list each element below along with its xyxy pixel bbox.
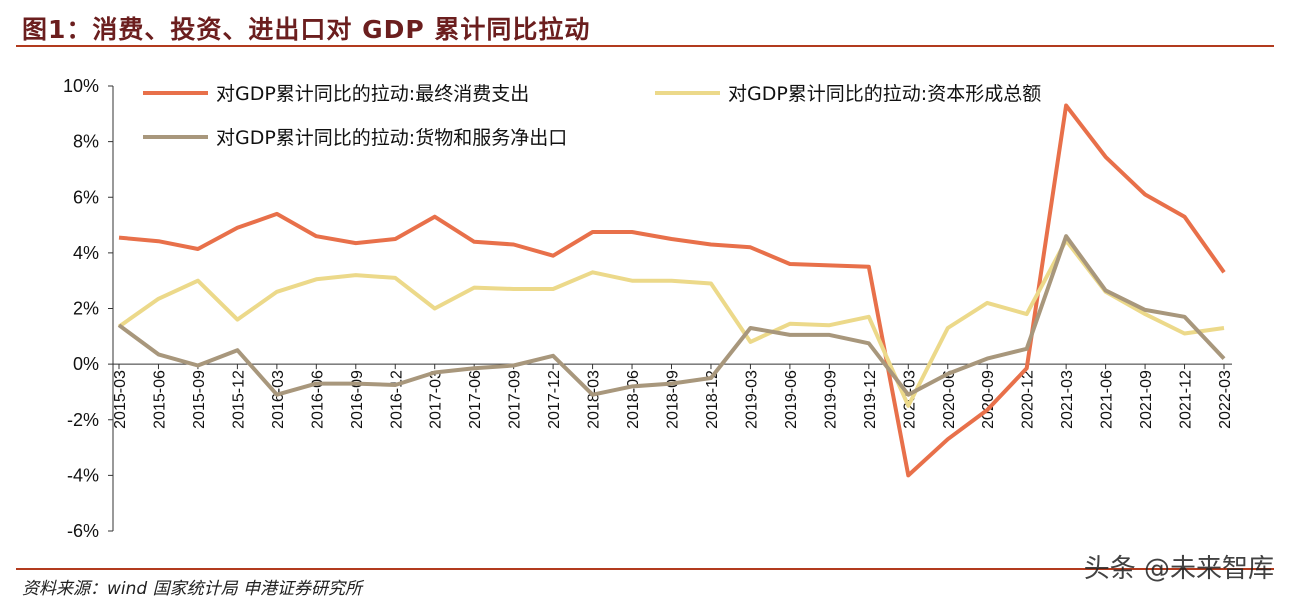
x-tick-label: 2020-12 — [1020, 370, 1037, 429]
x-tick-label: 2016-09 — [349, 370, 366, 429]
y-tick-label: 10% — [63, 76, 99, 96]
y-tick-label: -2% — [67, 410, 99, 430]
y-tick-label: -6% — [67, 521, 99, 541]
x-tick-label: 2019-03 — [743, 370, 760, 429]
x-tick-label: 2021-09 — [1138, 370, 1155, 429]
x-tick-label: 2018-06 — [625, 370, 642, 429]
x-tick-label: 2017-03 — [428, 370, 445, 429]
x-tick-label: 2016-03 — [270, 370, 287, 429]
x-tick-label: 2015-12 — [230, 370, 247, 429]
x-tick-label: 2019-06 — [783, 370, 800, 429]
x-tick-label: 2022-03 — [1217, 370, 1234, 429]
legend-label: 对GDP累计同比的拉动:资本形成总额 — [728, 83, 1041, 105]
x-tick-label: 2016-12 — [388, 370, 405, 429]
watermark: 头条 @未来智库 — [1083, 554, 1274, 584]
y-tick-label: 6% — [73, 187, 99, 207]
x-tick-label: 2018-09 — [665, 370, 682, 429]
x-tick-label: 2015-09 — [191, 370, 208, 429]
x-tick-label: 2021-03 — [1059, 370, 1076, 429]
x-tick-label: 2017-06 — [467, 370, 484, 429]
x-tick-label: 2019-09 — [822, 370, 839, 429]
legend-label: 对GDP累计同比的拉动:最终消费支出 — [216, 83, 529, 105]
y-tick-label: -4% — [67, 465, 99, 485]
x-tick-label: 2018-03 — [586, 370, 603, 429]
x-tick-label: 2017-09 — [507, 370, 524, 429]
y-tick-label: 8% — [73, 132, 99, 152]
x-tick-label: 2015-03 — [112, 370, 129, 429]
x-tick-label: 2021-06 — [1099, 370, 1116, 429]
y-tick-label: 2% — [73, 299, 99, 319]
x-tick-label: 2017-12 — [546, 370, 563, 429]
x-tick-label: 2016-06 — [309, 370, 326, 429]
x-tick-label: 2020-06 — [941, 370, 958, 429]
figure-title: 图1：消费、投资、进出口对 GDP 累计同比拉动 — [22, 15, 591, 44]
legend-label: 对GDP累计同比的拉动:货物和服务净出口 — [216, 127, 567, 149]
y-tick-label: 0% — [73, 354, 99, 374]
footer-rule — [16, 568, 1274, 570]
x-tick-label: 2015-06 — [151, 370, 168, 429]
y-tick-label: 4% — [73, 243, 99, 263]
title-rule — [16, 45, 1274, 47]
x-tick-label: 2021-12 — [1178, 370, 1195, 429]
x-tick-label: 2018-12 — [704, 370, 721, 429]
x-tick-label: 2019-12 — [862, 370, 879, 429]
source-note: 资料来源：wind 国家统计局 申港证券研究所 — [22, 579, 362, 599]
